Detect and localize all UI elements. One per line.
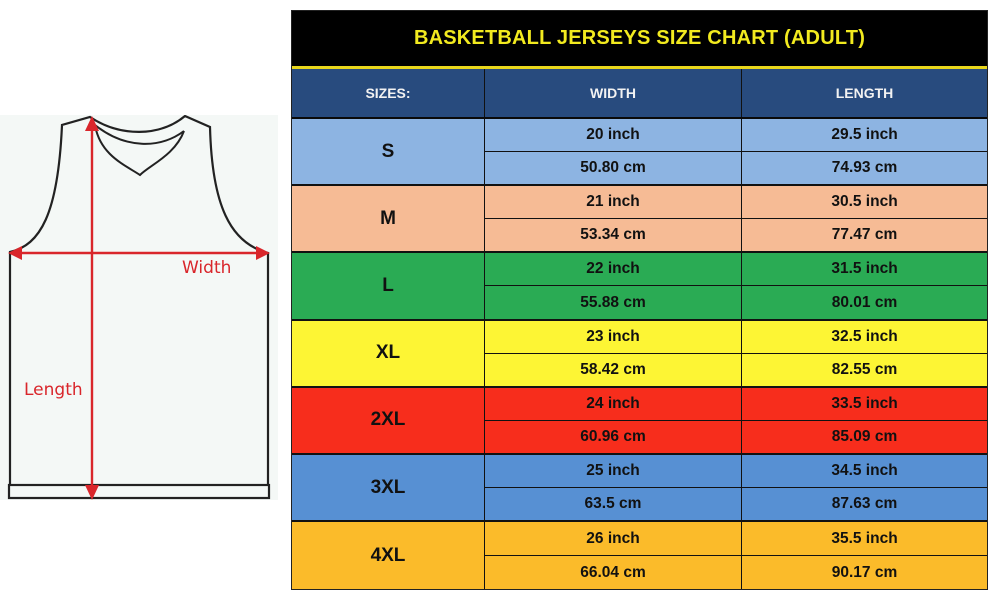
cm-row: 63.5 cm 87.63 cm xyxy=(485,488,987,521)
size-label: XL xyxy=(292,320,485,386)
size-label: L xyxy=(292,253,485,319)
length-cm-cell: 80.01 cm xyxy=(831,293,898,311)
length-cm-cell: 82.55 cm xyxy=(831,360,898,378)
length-cm-cell: 90.17 cm xyxy=(831,563,898,581)
cm-row: 58.42 cm 82.55 cm xyxy=(485,353,987,386)
table-header-row: SIZES: WIDTH LENGTH xyxy=(292,69,987,119)
length-cm-cell: 85.09 cm xyxy=(831,427,898,445)
length-label: Length xyxy=(24,380,83,400)
inch-row: 22 inch 31.5 inch xyxy=(485,253,987,287)
width-cm-cell: 55.88 cm xyxy=(485,286,742,319)
size-label: S xyxy=(292,119,485,185)
width-inch-cell: 23 inch xyxy=(485,320,742,353)
table-row: S 20 inch 29.5 inch 50.80 cm 74.93 cm xyxy=(292,119,987,187)
inch-row: 20 inch 29.5 inch xyxy=(485,119,987,153)
width-cm-cell: 66.04 cm xyxy=(485,556,742,590)
jersey-outline-icon xyxy=(7,115,271,500)
length-inch-cell: 32.5 inch xyxy=(831,327,898,345)
inch-row: 23 inch 32.5 inch xyxy=(485,320,987,354)
cm-row: 55.88 cm 80.01 cm xyxy=(485,286,987,319)
size-label: 4XL xyxy=(292,522,485,590)
size-chart-table: BASKETBALL JERSEYS SIZE CHART (ADULT) SI… xyxy=(291,10,988,590)
cm-row: 50.80 cm 74.93 cm xyxy=(485,152,987,185)
table-row: M 21 inch 30.5 inch 53.34 cm 77.47 cm xyxy=(292,186,987,254)
width-inch-cell: 22 inch xyxy=(485,253,742,286)
cm-row: 60.96 cm 85.09 cm xyxy=(485,420,987,453)
table-row: 4XL 26 inch 35.5 inch 66.04 cm 90.17 cm xyxy=(292,522,987,590)
table-row: L 22 inch 31.5 inch 55.88 cm 80.01 cm xyxy=(292,253,987,321)
length-inch-cell: 33.5 inch xyxy=(831,394,898,412)
size-label: 2XL xyxy=(292,387,485,453)
size-label: 3XL xyxy=(292,454,485,521)
inch-row: 21 inch 30.5 inch xyxy=(485,186,987,220)
length-cm-cell: 77.47 cm xyxy=(831,226,898,244)
length-cm-cell: 87.63 cm xyxy=(831,495,898,513)
width-cm-cell: 53.34 cm xyxy=(485,219,742,252)
jersey-measurement-diagram: Width Length xyxy=(0,115,278,500)
inch-row: 25 inch 34.5 inch xyxy=(485,454,987,489)
length-inch-cell: 34.5 inch xyxy=(831,461,898,479)
width-cm-cell: 60.96 cm xyxy=(485,420,742,453)
width-inch-cell: 26 inch xyxy=(485,522,742,556)
length-inch-cell: 35.5 inch xyxy=(831,529,898,547)
cm-row: 66.04 cm 90.17 cm xyxy=(485,556,987,590)
length-inch-cell: 30.5 inch xyxy=(831,193,898,211)
width-inch-cell: 20 inch xyxy=(485,119,742,152)
width-label: Width xyxy=(182,258,232,278)
width-inch-cell: 25 inch xyxy=(485,454,742,488)
chart-title-band: BASKETBALL JERSEYS SIZE CHART (ADULT) xyxy=(292,11,987,69)
header-length: LENGTH xyxy=(835,85,894,101)
table-body: S 20 inch 29.5 inch 50.80 cm 74.93 cm M 21 inc… xyxy=(292,119,987,590)
length-cm-cell: 74.93 cm xyxy=(831,159,898,177)
width-cm-cell: 50.80 cm xyxy=(485,152,742,185)
size-label: M xyxy=(292,186,485,252)
table-row: XL 23 inch 32.5 inch 58.42 cm 82.55 cm xyxy=(292,320,987,388)
width-inch-cell: 24 inch xyxy=(485,387,742,420)
cm-row: 53.34 cm 77.47 cm xyxy=(485,219,987,252)
table-row: 3XL 25 inch 34.5 inch 63.5 cm 87.63 cm xyxy=(292,454,987,523)
header-sizes: SIZES: xyxy=(292,69,485,117)
width-cm-cell: 58.42 cm xyxy=(485,353,742,386)
length-inch-cell: 31.5 inch xyxy=(831,260,898,278)
table-row: 2XL 24 inch 33.5 inch 60.96 cm 85.09 cm xyxy=(292,387,987,455)
chart-title: BASKETBALL JERSEYS SIZE CHART (ADULT) xyxy=(413,27,866,49)
width-inch-cell: 21 inch xyxy=(485,186,742,219)
inch-row: 24 inch 33.5 inch xyxy=(485,387,987,421)
header-width: WIDTH xyxy=(485,69,742,117)
inch-row: 26 inch 35.5 inch xyxy=(485,522,987,557)
length-inch-cell: 29.5 inch xyxy=(831,126,898,144)
width-cm-cell: 63.5 cm xyxy=(485,488,742,521)
